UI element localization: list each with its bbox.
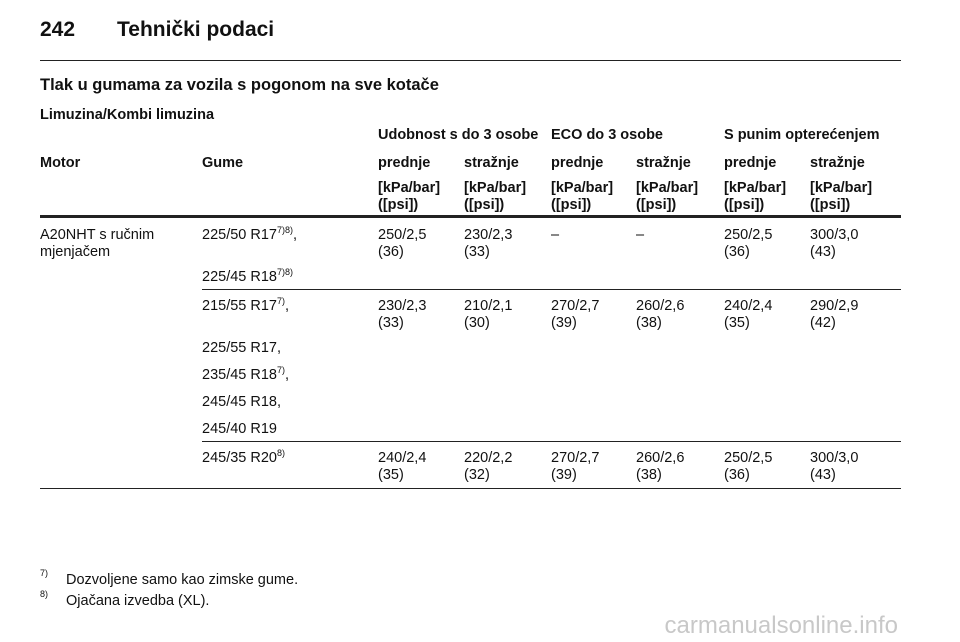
section-title: Tlak u gumama za vozila s pogonom na sve… xyxy=(40,76,439,94)
footnote-text: Ojačana izvedba (XL). xyxy=(66,593,210,609)
footnote-text: Dozvoljene samo kao zimske gume. xyxy=(66,572,299,588)
column-header: stražnje xyxy=(810,155,865,171)
punctuation: , xyxy=(285,367,290,383)
group-header: S punim opterećenjem xyxy=(724,127,880,143)
tyre-text: 225/45 R18 xyxy=(202,269,277,285)
footnote-ref: 7)8) xyxy=(276,225,293,236)
pressure-value: 210/2,1 (30) xyxy=(464,298,513,331)
pressure-value: 250/2,5 (36) xyxy=(724,227,773,260)
pressure-value: 250/2,5 (36) xyxy=(724,450,773,483)
tyre-text: 245/35 R20 xyxy=(202,450,277,466)
footnote-ref: 7) xyxy=(276,296,285,307)
pressure-value: 230/2,3 (33) xyxy=(378,298,427,331)
column-header: prednje xyxy=(378,155,431,171)
pressure-value: 300/3,0 (43) xyxy=(810,227,859,260)
footnote-ref: 8) xyxy=(276,448,285,459)
tyre-text: 215/55 R17 xyxy=(202,298,277,314)
column-header: Motor xyxy=(40,155,81,171)
pressure-value: – xyxy=(551,227,560,243)
footnote-ref: 7)8) xyxy=(276,267,293,278)
page-number: 242 xyxy=(40,18,76,41)
pressure-value: 300/3,0 (43) xyxy=(810,450,859,483)
tyre-text: 245/40 R19 xyxy=(202,421,277,437)
tyre-text: 225/50 R17 xyxy=(202,227,277,243)
row-rule xyxy=(202,289,901,290)
pressure-value: 240/2,4 (35) xyxy=(724,298,773,331)
subsection-title: Limuzina/Kombi limuzina xyxy=(40,107,215,123)
pressure-value: 260/2,6 (38) xyxy=(636,298,685,331)
row-rule xyxy=(40,488,901,489)
tyre-size: 225/50 R177)8), xyxy=(202,225,298,243)
footnote-mark: 7) xyxy=(40,568,49,578)
pressure-value: 230/2,3 (33) xyxy=(464,227,513,260)
column-header: stražnje xyxy=(464,155,519,171)
tyre-size: 225/45 R187)8) xyxy=(202,267,293,285)
pressure-value: 250/2,5 (36) xyxy=(378,227,427,260)
tyre-text: 225/55 R17, xyxy=(202,340,282,356)
punctuation: , xyxy=(285,298,290,314)
header-rule xyxy=(40,60,901,61)
unit-header: [kPa/bar] ([psi]) xyxy=(724,180,787,213)
pressure-value: 220/2,2 (32) xyxy=(464,450,513,483)
tyre-text: 235/45 R18 xyxy=(202,367,277,383)
unit-header: [kPa/bar] ([psi]) xyxy=(810,180,873,213)
column-header: Gume xyxy=(202,155,244,171)
motor: A20NHT s ručnim mjenjačem xyxy=(40,227,155,260)
tyre-size: 245/40 R19 xyxy=(202,421,277,437)
tyre-size: 245/35 R208) xyxy=(202,448,285,466)
page-title: Tehnički podaci xyxy=(117,18,275,41)
pressure-value: – xyxy=(636,227,645,243)
group-header: Udobnost s do 3 osobe xyxy=(378,127,539,143)
footnote-ref: 7) xyxy=(276,365,285,376)
pressure-value: 270/2,7 (39) xyxy=(551,298,600,331)
column-header: stražnje xyxy=(636,155,691,171)
pressure-value: 240/2,4 (35) xyxy=(378,450,427,483)
tyre-size: 235/45 R187), xyxy=(202,365,290,383)
footnote-mark: 8) xyxy=(40,589,49,599)
header-rule xyxy=(40,215,901,218)
tyre-size: 245/45 R18, xyxy=(202,394,281,410)
row-rule xyxy=(202,441,901,442)
watermark: carmanualsonline.info xyxy=(664,612,898,639)
unit-header: [kPa/bar] ([psi]) xyxy=(636,180,699,213)
column-header: prednje xyxy=(724,155,777,171)
pressure-value: 270/2,7 (39) xyxy=(551,450,600,483)
tyre-size: 215/55 R177), xyxy=(202,296,290,314)
unit-header: [kPa/bar] ([psi]) xyxy=(378,180,441,213)
pressure-value: 260/2,6 (38) xyxy=(636,450,685,483)
tyre-size: 225/55 R17, xyxy=(202,340,281,356)
unit-header: [kPa/bar] ([psi]) xyxy=(551,180,614,213)
unit-header: [kPa/bar] ([psi]) xyxy=(464,180,527,213)
pressure-value: 290/2,9 (42) xyxy=(810,298,859,331)
group-header: ECO do 3 osobe xyxy=(551,127,663,143)
tyre-text: 245/45 R18, xyxy=(202,394,282,410)
column-header: prednje xyxy=(551,155,604,171)
punctuation: , xyxy=(293,227,298,243)
